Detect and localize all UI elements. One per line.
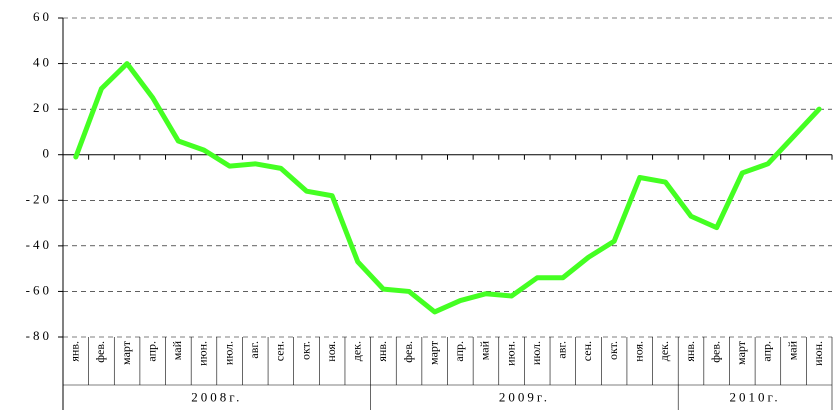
x-tick-label: апр. — [144, 341, 158, 362]
x-tick-label: апр. — [452, 341, 466, 362]
x-tick-label: март — [426, 340, 440, 365]
x-tick-label: фев. — [93, 341, 107, 363]
x-tick-label: фев. — [401, 341, 415, 363]
x-tick-label: ноя. — [632, 341, 646, 362]
y-tick-label: 60 — [33, 9, 52, 24]
x-tick-label: дек. — [350, 341, 364, 361]
y-tick-label: 20 — [33, 100, 52, 115]
x-tick-label: окт. — [298, 341, 312, 360]
y-tick-label: -20 — [26, 191, 52, 206]
x-tick-label: янв. — [683, 341, 697, 362]
x-tick-label: сен. — [580, 341, 594, 361]
y-tick-label: -60 — [26, 282, 52, 297]
x-tick-label: сен. — [273, 341, 287, 361]
x-tick-label: авг. — [247, 341, 261, 359]
x-tick-label: окт. — [606, 341, 620, 360]
y-tick-label: -40 — [26, 237, 52, 252]
x-tick-label: фев. — [708, 341, 722, 363]
x-tick-label: дек. — [657, 341, 671, 361]
x-tick-label: июн. — [196, 341, 210, 366]
x-tick-label: июл. — [529, 341, 543, 365]
x-tick-label: июл. — [221, 341, 235, 365]
group-label: 2010г. — [730, 389, 781, 404]
y-tick-label: 40 — [33, 55, 52, 70]
x-tick-label: май — [478, 340, 492, 360]
x-tick-label: март — [734, 340, 748, 365]
x-tick-label: май — [170, 340, 184, 360]
x-tick-label: янв. — [375, 341, 389, 362]
x-tick-label: янв. — [68, 341, 82, 362]
x-tick-label: май — [785, 340, 799, 360]
x-tick-label: март — [119, 340, 133, 365]
group-label: 2009г. — [499, 389, 550, 404]
x-tick-label: ноя. — [324, 341, 338, 362]
data-line — [73, 61, 822, 315]
x-tick-label: июн. — [503, 341, 517, 366]
group-label: 2008г. — [191, 389, 242, 404]
x-tick-label: авг. — [555, 341, 569, 359]
y-tick-label: -80 — [26, 328, 52, 343]
y-tick-label: 0 — [43, 146, 53, 161]
x-tick-label: апр. — [760, 341, 774, 362]
x-tick-label: июн. — [811, 341, 825, 366]
